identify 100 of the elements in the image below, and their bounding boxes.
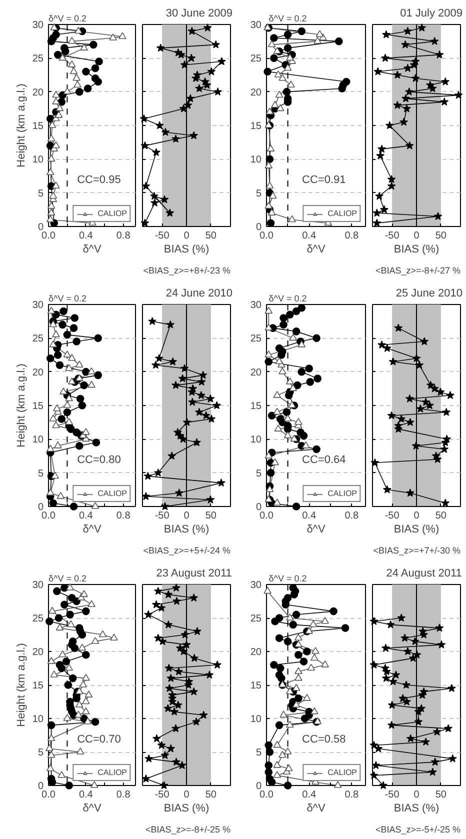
- y-tick-label: 25: [32, 54, 44, 65]
- y-tick-label: 15: [32, 401, 44, 412]
- y-tick-label: 0: [256, 781, 262, 792]
- x-axis-title: BIAS (%): [164, 244, 210, 256]
- x-tick-label: -50: [384, 790, 400, 800]
- x-axis-title: BIAS (%): [394, 244, 440, 256]
- y-tick-label: 15: [32, 680, 44, 692]
- x-tick-label: 50: [205, 230, 217, 242]
- y-tick-label: 5: [38, 468, 44, 480]
- chart-title: 24 June 2010: [166, 288, 232, 300]
- annotation: CC=0.95: [77, 174, 121, 186]
- chart-title: 25 June 2010: [396, 288, 462, 300]
- y-tick-label: 10: [250, 434, 262, 446]
- ref-line-label: δ^V = 0.2: [48, 294, 87, 304]
- annotation: CC=0.70: [77, 733, 121, 746]
- y-tick-label: 15: [250, 680, 262, 692]
- x-tick-label: 0: [184, 790, 190, 800]
- x-tick-label: -50: [154, 230, 170, 242]
- y-tick-label: 20: [250, 367, 262, 378]
- y-tick-label: 5: [38, 748, 44, 758]
- x-tick-label: 0.8: [116, 510, 131, 522]
- y-tick-label: 0: [38, 781, 44, 792]
- x-tick-label: 0.0: [42, 790, 56, 800]
- y-tick-label: 15: [32, 121, 44, 132]
- y-tick-label: 30: [32, 580, 44, 591]
- y-tick-label: 20: [32, 647, 44, 658]
- x-axis-title: δ^V: [306, 524, 326, 536]
- y-tick-label: 0: [38, 502, 44, 513]
- legend-label: CALIOP: [328, 209, 357, 218]
- y-tick-label: 5: [256, 748, 262, 758]
- x-tick-label: 0.8: [344, 230, 360, 242]
- x-tick-label: -50: [154, 510, 170, 522]
- x-tick-label: -50: [384, 510, 400, 522]
- x-tick-label: 0.4: [78, 230, 94, 242]
- text: <BIAS_z>=-5+/-25 %: [375, 824, 461, 834]
- chart-title: 01 July 2009: [400, 8, 463, 20]
- annotation: CC=0.64: [302, 454, 346, 466]
- x-tick-label: 0.4: [302, 510, 316, 522]
- x-axis-title: BIAS (%): [394, 802, 440, 814]
- x-tick-label: 0.8: [344, 510, 360, 522]
- y-tick-label: 20: [32, 87, 44, 98]
- y-tick-label: 15: [250, 401, 262, 412]
- x-tick-label: 0: [414, 230, 420, 242]
- x-tick-label: 0: [414, 790, 420, 800]
- ref-line-label: δ^V = 0.2: [268, 14, 307, 24]
- y-tick-label: 10: [32, 154, 44, 166]
- y-tick-label: 25: [250, 54, 262, 65]
- y-tick-label: 5: [256, 188, 262, 200]
- chart-title: 24 August 2011: [386, 568, 462, 580]
- y-tick-label: 30: [250, 580, 262, 591]
- annotation: CC=0.80: [77, 454, 121, 466]
- y-tick-label: 25: [32, 334, 44, 345]
- x-tick-label: 0.8: [344, 790, 360, 800]
- ref-line-label: δ^V = 0.2: [48, 574, 87, 584]
- x-tick-label: -50: [384, 230, 400, 242]
- y-tick-label: 10: [32, 714, 44, 725]
- x-axis-title: δ^V: [306, 244, 326, 256]
- legend-label: CALIOP: [98, 768, 127, 777]
- y-tick-label: 30: [250, 300, 262, 311]
- x-tick-label: 0.4: [302, 790, 316, 800]
- x-tick-label: 50: [435, 790, 447, 800]
- annotation: CC=0.58: [302, 733, 346, 746]
- y-tick-label: 25: [250, 614, 262, 624]
- y-axis-title: Height (km a.g.l.): [15, 643, 28, 727]
- text: <BIAS_z>=-8+/-25 %: [145, 824, 231, 834]
- legend-label: CALIOP: [98, 489, 127, 498]
- x-tick-label: 0.4: [78, 790, 94, 800]
- x-tick-label: 0.0: [42, 510, 56, 522]
- legend-label: CALIOP: [98, 209, 127, 218]
- y-axis-title: Height (km a.g.l.): [15, 364, 28, 448]
- y-tick-label: 0: [256, 502, 262, 513]
- x-tick-label: 0.0: [260, 790, 274, 800]
- y-tick-label: 10: [250, 714, 262, 725]
- text: <BIAS_z>=+5+/-24 %: [143, 546, 230, 556]
- x-tick-label: 0.8: [116, 230, 131, 242]
- y-tick-label: 10: [32, 434, 44, 446]
- y-tick-label: 20: [32, 367, 44, 378]
- x-tick-label: 0.0: [260, 510, 274, 522]
- y-tick-label: 30: [32, 300, 44, 311]
- y-tick-label: 20: [250, 87, 262, 98]
- text: <BIAS_z>=+7+/-30 %: [373, 546, 460, 556]
- x-tick-label: 50: [435, 230, 447, 242]
- x-axis-title: BIAS (%): [394, 524, 440, 536]
- x-tick-label: 0.4: [78, 510, 94, 522]
- y-tick-label: 25: [250, 334, 262, 345]
- x-axis-title: δ^V: [82, 802, 102, 814]
- x-axis-title: BIAS (%): [164, 524, 210, 536]
- chart-title: 30 June 2009: [166, 8, 232, 20]
- chart-title: 23 August 2011: [156, 568, 232, 580]
- x-tick-label: 0.4: [302, 230, 316, 242]
- y-tick-label: 30: [32, 20, 44, 31]
- ref-line-label: δ^V = 0.2: [268, 294, 307, 304]
- x-axis-title: δ^V: [82, 244, 102, 256]
- x-tick-label: 50: [435, 510, 447, 522]
- y-tick-label: 5: [38, 188, 44, 200]
- legend-label: CALIOP: [328, 489, 357, 498]
- x-axis-title: δ^V: [82, 524, 102, 536]
- x-tick-label: 0.8: [116, 790, 131, 800]
- x-tick-label: 0: [414, 510, 420, 522]
- x-axis-title: BIAS (%): [164, 802, 210, 814]
